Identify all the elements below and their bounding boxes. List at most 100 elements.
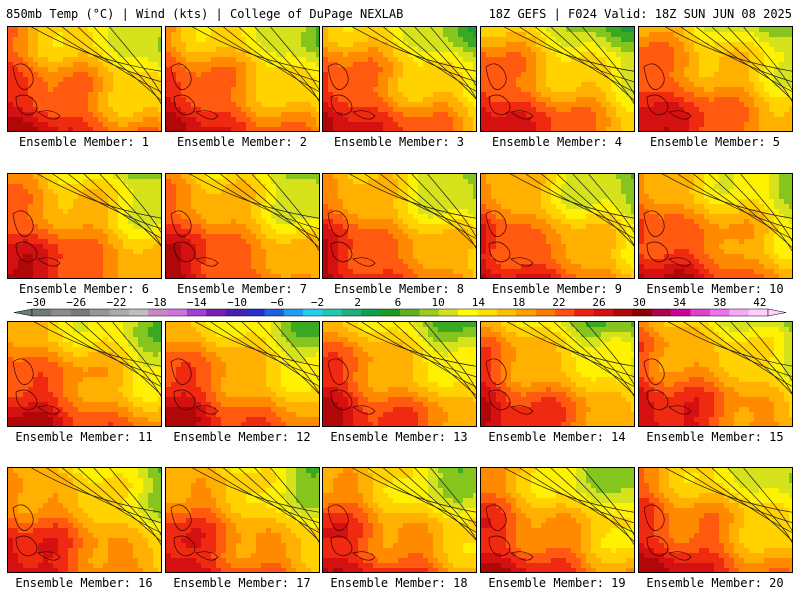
temperature-cell: [53, 244, 59, 250]
temperature-cell: [689, 47, 695, 53]
temperature-cell: [138, 189, 144, 195]
terrain-outline: [195, 257, 219, 267]
temperature-cell: [128, 47, 134, 53]
temperature-cell: [403, 174, 409, 180]
temperature-cell: [378, 102, 384, 108]
temperature-cell: [43, 239, 49, 245]
temperature-cell: [526, 122, 532, 128]
temperature-cell: [128, 122, 134, 128]
temperature-cell: [769, 57, 775, 63]
temperature-cell: [128, 42, 134, 48]
temperature-cell: [271, 249, 277, 255]
temperature-cell: [73, 47, 79, 53]
temperature-cell: [216, 244, 222, 250]
temperature-cell: [423, 117, 429, 123]
temperature-cell: [53, 87, 59, 93]
temperature-cell: [699, 67, 705, 73]
temperature-cell: [113, 67, 119, 73]
temperature-cell: [83, 102, 89, 108]
temperature-cell: [201, 264, 207, 270]
temperature-cell: [338, 42, 344, 48]
temperature-cell: [759, 117, 765, 123]
temperature-cell: [343, 179, 349, 185]
temperature-cell: [201, 229, 207, 235]
temperature-cell: [576, 112, 582, 118]
temperature-cell: [343, 194, 349, 200]
temperature-cell: [566, 47, 572, 53]
temperature-cell: [211, 214, 217, 220]
temperature-cell: [128, 269, 134, 275]
temperature-cell: [639, 62, 645, 68]
temperature-cell: [83, 214, 89, 220]
temperature-cell: [704, 82, 710, 88]
temperature-cell: [368, 97, 374, 103]
terrain-outline: [37, 110, 61, 120]
temperature-cell: [551, 102, 557, 108]
temperature-cell: [123, 179, 129, 185]
temperature-cell: [506, 122, 512, 128]
temperature-cell: [551, 107, 557, 113]
temperature-cell: [764, 92, 770, 98]
height-contour-line: [430, 27, 476, 87]
temperature-cell: [78, 122, 84, 128]
terrain-outline: [170, 210, 192, 237]
temperature-cell: [689, 77, 695, 83]
temperature-cell: [566, 117, 572, 123]
temperature-cell: [516, 62, 522, 68]
temperature-cell: [221, 87, 227, 93]
temperature-cell: [333, 209, 339, 215]
temperature-cell: [241, 254, 247, 260]
temperature-cell: [301, 92, 307, 98]
temperature-cell: [93, 274, 99, 278]
temperature-cell: [153, 194, 159, 200]
temperature-cell: [123, 92, 129, 98]
temperature-cell: [714, 122, 720, 128]
temperature-cell: [271, 67, 277, 73]
temperature-cell: [496, 117, 502, 123]
temperature-cell: [171, 214, 177, 220]
temperature-cell: [113, 62, 119, 68]
temperature-cell: [453, 204, 459, 210]
temperature-cell: [654, 77, 660, 83]
temperature-cell: [221, 249, 227, 255]
temperature-cell: [226, 72, 232, 78]
temperature-cell: [378, 72, 384, 78]
temperature-cell: [709, 87, 715, 93]
temperature-cell: [301, 97, 307, 103]
temperature-cell: [458, 27, 464, 33]
temperature-cell: [789, 37, 792, 43]
temperature-cell: [211, 264, 217, 270]
temperature-cell: [316, 62, 319, 68]
temperature-cell: [23, 214, 29, 220]
temperature-cell: [231, 199, 237, 205]
temperature-cell: [206, 27, 212, 33]
temperature-cell: [231, 214, 237, 220]
temperature-cell: [256, 117, 262, 123]
temperature-cell: [8, 117, 14, 123]
temperature-cell: [649, 97, 655, 103]
temperature-cell: [53, 184, 59, 190]
temperature-cell: [88, 194, 94, 200]
temperature-cell: [694, 117, 700, 123]
temperature-cell: [323, 72, 329, 78]
temperature-cell: [473, 37, 476, 43]
temperature-cell: [38, 67, 44, 73]
temperature-cell: [373, 92, 379, 98]
temperature-cell: [231, 117, 237, 123]
height-contour-line: [351, 27, 476, 72]
temperature-cell: [251, 122, 257, 128]
temperature-cell: [191, 62, 197, 68]
temperature-cell: [291, 102, 297, 108]
temperature-cell: [291, 219, 297, 225]
temperature-cell: [33, 72, 39, 78]
temperature-cell: [196, 249, 202, 255]
temperature-cell: [251, 259, 257, 265]
temperature-cell: [8, 219, 14, 225]
temperature-cell: [123, 189, 129, 195]
temperature-cell: [98, 87, 104, 93]
temperature-cell: [191, 184, 197, 190]
temperature-cell: [438, 82, 444, 88]
temperature-cell: [103, 234, 109, 240]
temperature-cell: [221, 199, 227, 205]
temperature-cell: [496, 42, 502, 48]
